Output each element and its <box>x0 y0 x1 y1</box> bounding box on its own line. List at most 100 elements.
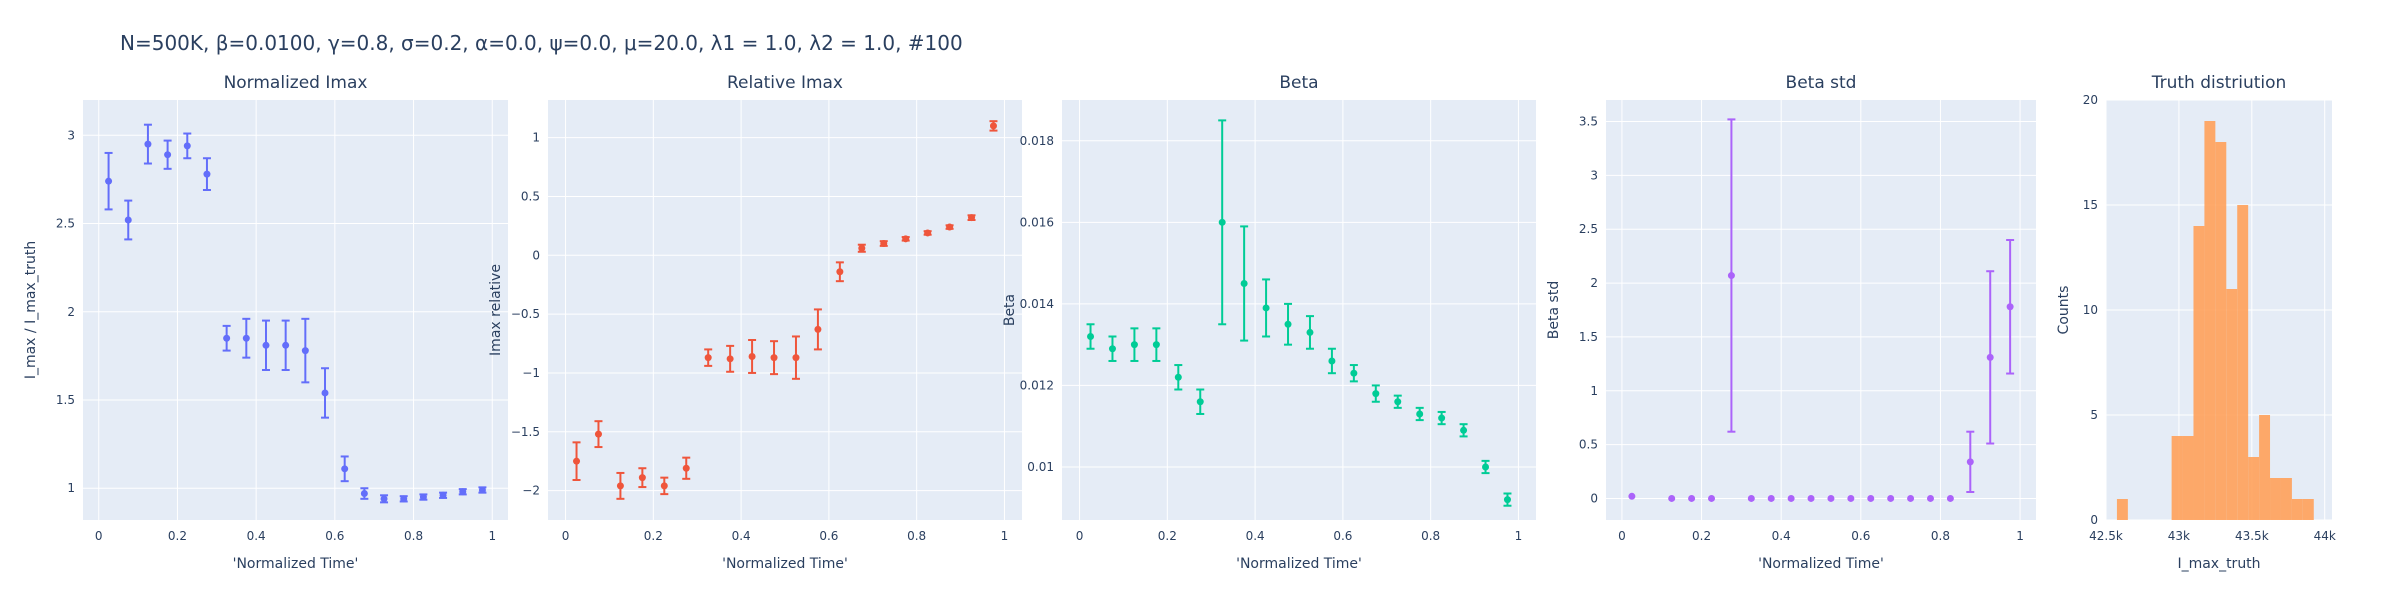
figure-title: N=500K, β=0.0100, γ=0.8, σ=0.2, α=0.0, ψ… <box>120 31 963 55</box>
y-tick-label: 0.5 <box>1579 438 1598 452</box>
chart-title: Truth distriution <box>2151 73 2287 93</box>
data-point <box>1108 345 1116 353</box>
data-point <box>1727 272 1735 280</box>
data-point <box>1747 494 1755 502</box>
data-point <box>1482 463 1490 471</box>
histogram-bar <box>2171 436 2183 520</box>
data-point <box>902 235 910 243</box>
plot-area <box>548 100 1022 520</box>
x-tick-label: 0.6 <box>819 529 838 543</box>
histogram-bar <box>2270 478 2281 520</box>
data-point <box>223 334 231 342</box>
data-point <box>400 495 408 503</box>
y-tick-label: 0.016 <box>1020 215 1054 229</box>
data-point <box>1372 390 1380 398</box>
y-tick-label: 0 <box>532 248 540 262</box>
data-point <box>858 244 866 252</box>
data-point <box>968 214 976 222</box>
data-point <box>144 140 152 148</box>
x-tick-label: 1 <box>488 529 496 543</box>
data-point <box>880 240 888 248</box>
histogram-bar <box>2193 226 2205 520</box>
data-point <box>1438 414 1446 422</box>
data-point <box>301 347 309 355</box>
x-tick-label: 0.4 <box>247 529 266 543</box>
y-axis-label: Beta <box>1002 294 1018 326</box>
data-point <box>638 474 646 482</box>
y-axis-label: I_max / I_max_truth <box>23 241 39 379</box>
data-point <box>1460 426 1468 434</box>
histogram-bar <box>2302 499 2314 520</box>
data-point <box>1284 320 1292 328</box>
x-tick-label: 1 <box>1001 529 1009 543</box>
data-point <box>282 341 290 349</box>
data-point <box>1306 328 1314 336</box>
y-tick-label: 10 <box>2083 303 2098 317</box>
x-tick-label: 0.8 <box>1421 529 1440 543</box>
y-tick-label: 2.5 <box>56 217 75 231</box>
histogram-bar <box>2259 415 2271 520</box>
data-point <box>1350 369 1358 377</box>
data-point <box>1240 279 1248 287</box>
y-tick-label: −1.5 <box>511 425 540 439</box>
y-tick-label: 15 <box>2083 198 2098 212</box>
data-point <box>1688 494 1696 502</box>
data-point <box>660 482 668 490</box>
x-tick-label: 0.2 <box>168 529 187 543</box>
y-axis-label: Imax relative <box>488 264 504 356</box>
x-tick-label: 0.8 <box>907 529 926 543</box>
chart-panel-4: 0 0.5 1 1.5 2 2.5 3 3.5 0 0.2 0.4 0.6 0.8 1 Beta std 'N… <box>1546 73 2036 572</box>
data-point <box>1196 398 1204 406</box>
x-tick-label: 42.5k <box>2089 529 2123 543</box>
data-point <box>573 457 581 465</box>
data-point <box>439 491 447 499</box>
data-point <box>616 482 624 490</box>
data-point <box>1087 333 1095 341</box>
data-point <box>814 325 822 333</box>
data-point <box>924 229 932 237</box>
y-tick-label: 0.018 <box>1020 134 1054 148</box>
histogram-bar <box>2182 436 2194 520</box>
y-tick-label: 1 <box>532 131 540 145</box>
data-point <box>242 334 250 342</box>
x-tick-label: 43k <box>2168 529 2190 543</box>
data-point <box>478 486 486 494</box>
y-tick-label: 2 <box>1590 276 1598 290</box>
data-point <box>1668 494 1676 502</box>
y-tick-label: 0 <box>2090 513 2098 527</box>
data-point <box>836 268 844 276</box>
data-point <box>1174 373 1182 381</box>
chart-panel-3: 0.01 0.012 0.014 0.016 0.018 0 0.2 0.4 0.6 0.8 1 Be… <box>1002 73 1536 572</box>
data-point <box>792 354 800 362</box>
data-point <box>1926 494 1934 502</box>
histogram-bar <box>2204 121 2216 520</box>
data-point <box>726 355 734 363</box>
x-tick-label: 0 <box>95 529 103 543</box>
y-tick-label: 0.012 <box>1020 378 1054 392</box>
data-point <box>1152 341 1160 349</box>
x-axis-label: 'Normalized Time' <box>722 556 848 572</box>
data-point <box>1708 494 1716 502</box>
plot-area <box>1606 100 2036 520</box>
y-axis-label: Counts <box>2056 286 2072 335</box>
x-tick-label: 44k <box>2314 529 2336 543</box>
y-tick-label: 3.5 <box>1579 115 1598 129</box>
chart-panel-2: −2 −1.5 −1 −0.5 0 0.5 1 0 0.2 0.4 0.6 0.8 1 Relative … <box>488 73 1022 572</box>
data-point <box>1986 353 1994 361</box>
chart-title: Normalized Imax <box>224 73 368 93</box>
x-tick-label: 0.4 <box>1772 529 1791 543</box>
y-tick-label: 5 <box>2090 408 2098 422</box>
histogram-bar <box>2248 457 2260 520</box>
data-point <box>1867 494 1875 502</box>
data-point <box>341 465 349 473</box>
data-point <box>380 495 388 503</box>
data-point <box>1262 304 1270 312</box>
y-tick-label: 0.5 <box>521 189 540 203</box>
data-point <box>1907 494 1915 502</box>
data-point <box>183 142 191 150</box>
histogram-bar <box>2226 289 2238 520</box>
data-point <box>1394 398 1402 406</box>
data-point <box>682 464 690 472</box>
x-tick-label: 0 <box>562 529 570 543</box>
